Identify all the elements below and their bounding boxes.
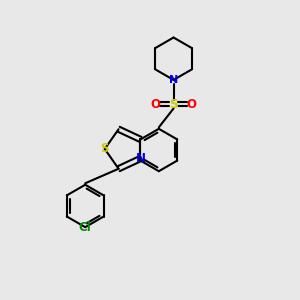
Text: O: O xyxy=(187,98,197,111)
Text: S: S xyxy=(100,142,109,155)
Text: N: N xyxy=(136,152,146,165)
Text: O: O xyxy=(150,98,160,111)
Text: S: S xyxy=(169,98,178,111)
Text: N: N xyxy=(169,75,178,85)
Text: Cl: Cl xyxy=(79,220,92,234)
